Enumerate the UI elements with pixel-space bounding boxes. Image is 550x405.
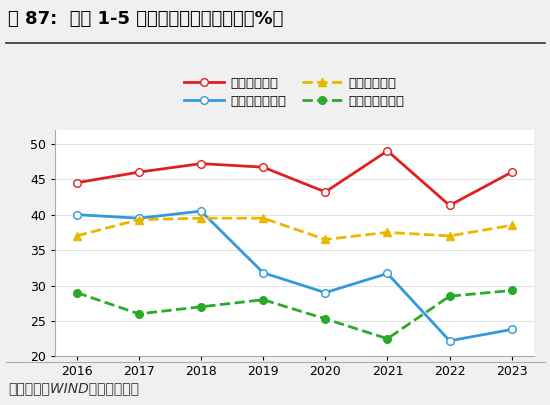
政府性基金支出 <box>136 311 142 316</box>
公共财政收入 <box>446 203 453 208</box>
政府性基金收入 <box>260 271 267 275</box>
公共财政支出 <box>322 237 328 242</box>
政府性基金支出 <box>74 290 80 295</box>
政府性基金支出 <box>322 316 328 321</box>
Text: 图 87:  历年 1-5 月份财政收支进度情况（%）: 图 87: 历年 1-5 月份财政收支进度情况（%） <box>8 10 284 28</box>
Text: 资料来源：WIND，财信研究院: 资料来源：WIND，财信研究院 <box>8 381 139 395</box>
Line: 政府性基金收入: 政府性基金收入 <box>73 207 515 345</box>
Legend: 公共财政收入, 政府性基金收入, 公共财政支出, 政府性基金支出: 公共财政收入, 政府性基金收入, 公共财政支出, 政府性基金支出 <box>180 72 408 112</box>
政府性基金收入 <box>136 216 142 221</box>
公共财政收入 <box>136 170 142 175</box>
公共财政收入 <box>198 161 205 166</box>
Line: 政府性基金支出: 政府性基金支出 <box>73 287 515 343</box>
公共财政支出 <box>136 217 142 222</box>
政府性基金收入 <box>198 209 205 213</box>
政府性基金支出 <box>384 336 390 341</box>
公共财政收入 <box>508 170 515 175</box>
政府性基金收入 <box>446 339 453 343</box>
政府性基金收入 <box>508 327 515 332</box>
政府性基金支出 <box>446 294 453 298</box>
政府性基金收入 <box>384 271 390 276</box>
公共财政支出 <box>446 233 453 238</box>
公共财政支出 <box>260 216 267 221</box>
公共财政收入 <box>74 180 80 185</box>
公共财政支出 <box>74 233 80 238</box>
公共财政收入 <box>384 148 390 153</box>
政府性基金支出 <box>260 297 267 302</box>
公共财政支出 <box>198 216 205 221</box>
Line: 公共财政收入: 公共财政收入 <box>73 147 515 209</box>
政府性基金支出 <box>198 305 205 309</box>
公共财政收入 <box>322 190 328 194</box>
政府性基金收入 <box>74 212 80 217</box>
公共财政收入 <box>260 165 267 170</box>
公共财政支出 <box>384 230 390 235</box>
公共财政支出 <box>508 223 515 228</box>
政府性基金收入 <box>322 290 328 295</box>
Line: 公共财政支出: 公共财政支出 <box>73 214 515 243</box>
政府性基金支出 <box>508 288 515 293</box>
